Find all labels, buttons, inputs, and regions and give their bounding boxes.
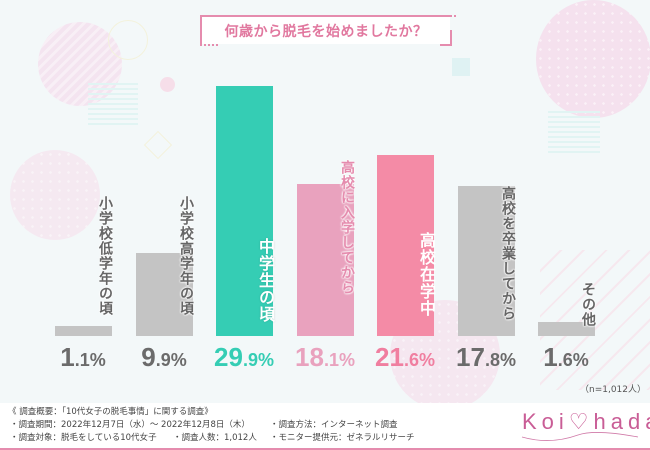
logo-text: Koi♡hada — [522, 409, 650, 434]
bar-category-label: 高校在学中 — [417, 232, 436, 317]
decor-diamond — [143, 130, 173, 160]
decor-striped-circle — [38, 22, 122, 106]
bar — [297, 184, 354, 336]
survey-heading: 《 調査概要：「10代女子の脱毛事情」に関する調査》 — [8, 407, 213, 417]
value-decimal: .9% — [155, 350, 187, 370]
value-integer: 17 — [456, 342, 485, 372]
bar — [55, 326, 112, 336]
value-integer: 1 — [543, 342, 558, 372]
decor-stripes-right — [548, 108, 600, 153]
decor-ring — [108, 20, 148, 60]
decor-dotted-circle — [536, 0, 650, 118]
value-integer: 1 — [60, 342, 75, 372]
value-decimal: .1% — [74, 350, 106, 370]
bar-value-label: 18.1% — [285, 342, 365, 373]
survey-footer: 《 調査概要：「10代女子の脱毛事情」に関する調査》 ・調査期間：2022年12… — [0, 403, 650, 450]
value-decimal: .1% — [323, 350, 355, 370]
value-decimal: .8% — [484, 350, 516, 370]
bar-value-label: 1.6% — [526, 342, 606, 373]
value-decimal: .6% — [557, 350, 589, 370]
bar — [216, 86, 273, 336]
value-integer: 29 — [214, 342, 243, 372]
bar — [458, 186, 515, 336]
value-integer: 9 — [141, 342, 156, 372]
value-integer: 18 — [295, 342, 324, 372]
value-decimal: .9% — [242, 350, 274, 370]
decor-dot — [160, 77, 175, 92]
koihada-logo: Koi♡hada — [520, 409, 650, 445]
decor-square — [452, 58, 470, 76]
bar-value-label: 21.6% — [365, 342, 445, 373]
bar-value-label: 9.9% — [124, 342, 204, 373]
sample-size-label: （n=1,012人） — [580, 385, 647, 395]
survey-method: ・調査方法：インターネット調査 — [270, 420, 398, 430]
bar — [538, 322, 595, 336]
bar-category-label: 中学生の頃 — [256, 238, 275, 323]
chart-title-box: 何歳から脱毛を始めましたか？ — [200, 15, 456, 46]
survey-target: ・調査対象：脱毛をしている10代女子 — [10, 433, 157, 443]
chart-title: 何歳から脱毛を始めましたか？ — [224, 23, 428, 40]
bar — [377, 155, 434, 336]
bar-category-label: 小学校低学年の頃 — [97, 196, 113, 316]
bar-value-label: 17.8% — [446, 342, 526, 373]
value-integer: 21 — [375, 342, 404, 372]
title-dots-decor — [438, 15, 456, 17]
title-dots-decor — [200, 44, 218, 46]
logo-swoosh-icon — [521, 432, 639, 441]
bar-value-label: 1.1% — [43, 342, 123, 373]
survey-period: ・調査期間：2022年12月7日（水）～ 2022年12月8日（木） — [10, 420, 250, 430]
value-decimal: .6% — [403, 350, 435, 370]
bar — [136, 253, 193, 336]
bar-category-label: 高校を卒業してから — [500, 186, 516, 321]
survey-provider: ・モニター提供元：ゼネラルリサーチ — [270, 433, 415, 443]
survey-count: ・調査人数：1,012人 — [173, 433, 257, 443]
bar-category-label: その他 — [580, 282, 596, 327]
bar-category-label: 小学校高学年の頃 — [178, 196, 194, 316]
decor-stripes — [88, 80, 138, 125]
bar-category-label: 高校に入学してから — [339, 160, 355, 295]
bar-value-label: 29.9% — [204, 342, 284, 373]
